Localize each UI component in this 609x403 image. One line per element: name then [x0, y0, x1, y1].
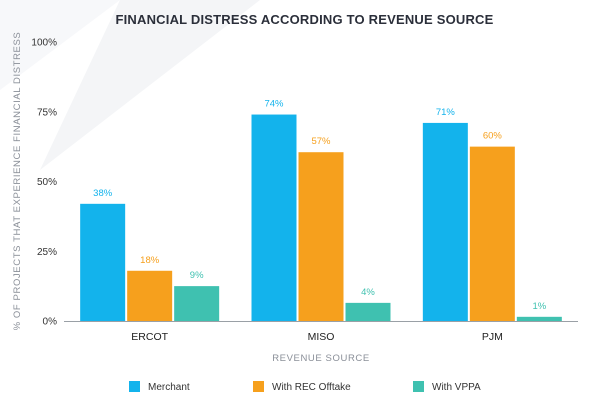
data-label: 57% [311, 136, 331, 147]
y-tick-label: 75% [37, 107, 57, 118]
legend-label: With REC Offtake [272, 382, 351, 393]
y-tick-label: 25% [37, 247, 57, 258]
bar [251, 114, 297, 321]
legend-swatch [413, 381, 424, 392]
legend-label: Merchant [148, 382, 190, 393]
legend-swatch [253, 381, 264, 392]
bar [469, 146, 515, 321]
bar [298, 152, 344, 321]
y-axis-title: % OF PROJECTS THAT EXPERIENCE FINANCIAL … [12, 32, 23, 331]
data-label: 18% [140, 255, 160, 266]
data-label: 71% [436, 107, 456, 118]
bar [174, 286, 220, 321]
bar [127, 270, 173, 321]
data-label: 38% [93, 188, 113, 199]
y-tick-label: 100% [31, 38, 57, 49]
x-category-label: PJM [482, 331, 503, 343]
legend-swatch [129, 381, 140, 392]
x-category-label: ERCOT [131, 331, 168, 343]
data-label: 60% [483, 131, 503, 142]
bar [516, 316, 562, 321]
bar [345, 302, 391, 321]
x-category-label: MISO [308, 331, 335, 343]
data-label: 9% [190, 270, 204, 281]
data-label: 4% [361, 287, 375, 298]
bar [80, 203, 126, 321]
data-label: 1% [532, 301, 546, 312]
legend-label: With VPPA [432, 382, 481, 393]
chart-title: FINANCIAL DISTRESS ACCORDING TO REVENUE … [115, 12, 494, 27]
y-tick-label: 50% [37, 177, 57, 188]
y-tick-label: 0% [43, 317, 58, 328]
x-axis-title: REVENUE SOURCE [272, 353, 370, 364]
data-label: 74% [264, 99, 284, 110]
bar [422, 122, 468, 321]
